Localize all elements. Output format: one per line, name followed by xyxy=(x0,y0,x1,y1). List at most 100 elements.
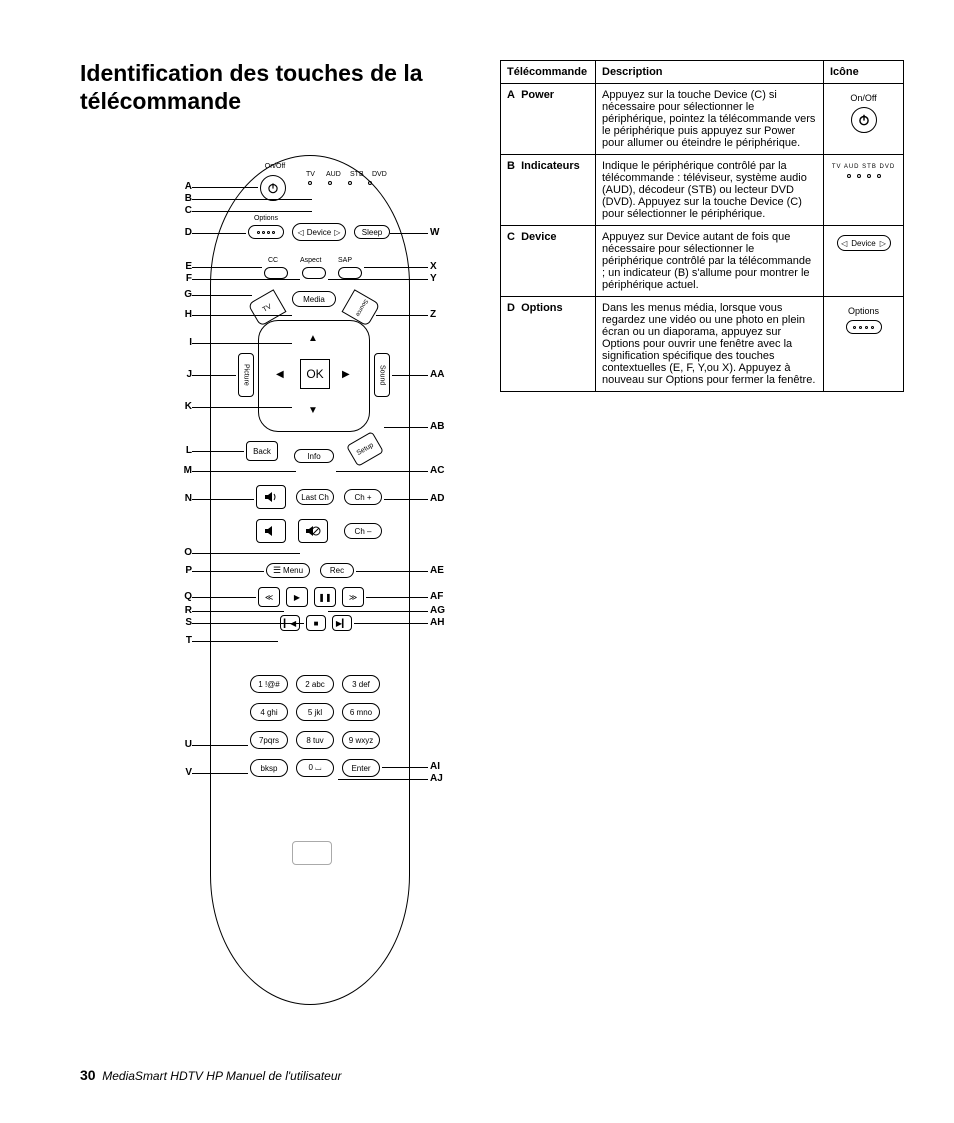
table-row: B Indicateurs Indique le périphérique co… xyxy=(501,155,904,226)
label-t: T xyxy=(172,635,192,646)
menu-button: ☰Menu xyxy=(266,563,310,578)
cc-button xyxy=(264,267,288,279)
key-1: 1 !@# xyxy=(250,675,288,693)
label-p: P xyxy=(172,565,192,576)
label-i: I xyxy=(172,337,192,348)
sap-label: SAP xyxy=(338,257,352,264)
sleep-button: Sleep xyxy=(354,225,390,239)
label-aa: AA xyxy=(430,369,450,380)
remote-outline xyxy=(210,155,410,1005)
key-8: 8 tuv xyxy=(296,731,334,749)
vol-up-button xyxy=(256,485,286,509)
mute-button xyxy=(298,519,328,543)
label-v: V xyxy=(172,767,192,778)
aspect-label: Aspect xyxy=(300,257,321,264)
label-s: S xyxy=(172,617,192,628)
onoff-label: On/Off xyxy=(255,163,295,170)
label-u: U xyxy=(172,739,192,750)
mute-icon xyxy=(305,524,321,538)
label-w: W xyxy=(430,227,450,238)
label-ah: AH xyxy=(430,617,450,628)
next-button: ▶▎ xyxy=(332,615,352,631)
chplus-button: Ch + xyxy=(344,489,382,505)
rewind-button: ≪ xyxy=(258,587,280,607)
speaker-icon xyxy=(264,491,278,503)
label-ab: AB xyxy=(430,421,450,432)
cc-label: CC xyxy=(268,257,278,264)
arrow-left-icon: ◀ xyxy=(276,369,284,380)
label-l: L xyxy=(172,445,192,456)
picture-button: Picture xyxy=(238,353,254,397)
options-button xyxy=(248,225,284,239)
th-icon: Icône xyxy=(824,61,904,84)
icon-power: On/Off xyxy=(830,93,897,133)
media-button: Media xyxy=(292,291,336,307)
label-x: X xyxy=(430,261,450,272)
chminus-button: Ch – xyxy=(344,523,382,539)
label-h: H xyxy=(172,309,192,320)
desc-a: Appuyez sur la touche Device (C) si néce… xyxy=(596,84,824,155)
desc-d: Dans les menus média, lorsque vous regar… xyxy=(596,297,824,392)
key-4: 4 ghi xyxy=(250,703,288,721)
label-r: R xyxy=(172,605,192,616)
arrow-right-icon: ▶ xyxy=(342,369,350,380)
th-remote: Télécommande xyxy=(501,61,596,84)
pause-button: ❚❚ xyxy=(314,587,336,607)
stop-button: ■ xyxy=(306,615,326,631)
key-bksp: bksp xyxy=(250,759,288,777)
page-title: Identification des touches de la télécom… xyxy=(80,60,480,115)
ind-dvd: DVD xyxy=(372,171,387,178)
th-desc: Description xyxy=(596,61,824,84)
ind-aud: AUD xyxy=(326,171,341,178)
key-enter: Enter xyxy=(342,759,380,777)
label-c: C xyxy=(172,205,192,216)
play-button: ▶ xyxy=(286,587,308,607)
key-5: 5 jkl xyxy=(296,703,334,721)
ind-stb: STB xyxy=(350,171,364,178)
label-o: O xyxy=(172,547,192,558)
label-ag: AG xyxy=(430,605,450,616)
sap-button xyxy=(338,267,362,279)
ind-tv: TV xyxy=(306,171,315,178)
keypad: 1 !@# 2 abc 3 def 4 ghi 5 jkl 6 mno 7pqr… xyxy=(250,675,380,777)
table-row: D Options Dans les menus média, lorsque … xyxy=(501,297,904,392)
label-ac: AC xyxy=(430,465,450,476)
label-y: Y xyxy=(430,273,450,284)
table-row: C Device Appuyez sur Device autant de fo… xyxy=(501,226,904,297)
label-n: N xyxy=(172,493,192,504)
icon-options: Options xyxy=(830,306,897,334)
label-e: E xyxy=(172,261,192,272)
label-ai: AI xyxy=(430,761,450,772)
info-button: Info xyxy=(294,449,334,463)
back-button: Back xyxy=(246,441,278,461)
icon-indicators: TV AUD STB DVD xyxy=(830,164,897,178)
ffwd-button: ≫ xyxy=(342,587,364,607)
label-k: K xyxy=(172,401,192,412)
desc-c: Appuyez sur Device autant de fois que né… xyxy=(596,226,824,297)
desc-b: Indique le périphérique contrôlé par la … xyxy=(596,155,824,226)
label-ad: AD xyxy=(430,493,450,504)
table-row: A Power Appuyez sur la touche Device (C)… xyxy=(501,84,904,155)
vol-down-button xyxy=(256,519,286,543)
label-ae: AE xyxy=(430,565,450,576)
label-d: D xyxy=(172,227,192,238)
power-button xyxy=(260,175,286,201)
arrow-up-icon: ▲ xyxy=(308,333,318,344)
brand-logo xyxy=(292,841,332,865)
indicator-dots xyxy=(308,181,372,185)
icon-device: ◁Device▷ xyxy=(830,235,897,251)
device-button: ◁Device▷ xyxy=(292,223,346,241)
key-9: 9 wxyz xyxy=(342,731,380,749)
arrow-down-icon: ▼ xyxy=(308,405,318,416)
label-f: F xyxy=(172,273,192,284)
key-0: 0 ⌴ xyxy=(296,759,334,777)
key-6: 6 mno xyxy=(342,703,380,721)
sound-button: Sound xyxy=(374,353,390,397)
label-m: M xyxy=(172,465,192,476)
ok-button: OK xyxy=(300,359,330,389)
label-aj: AJ xyxy=(430,773,450,784)
label-af: AF xyxy=(430,591,450,602)
remote-diagram: On/Off TV AUD STB DVD Options ◁Device▷ S… xyxy=(80,145,480,1015)
label-z: Z xyxy=(430,309,450,320)
label-a: A xyxy=(172,181,192,192)
